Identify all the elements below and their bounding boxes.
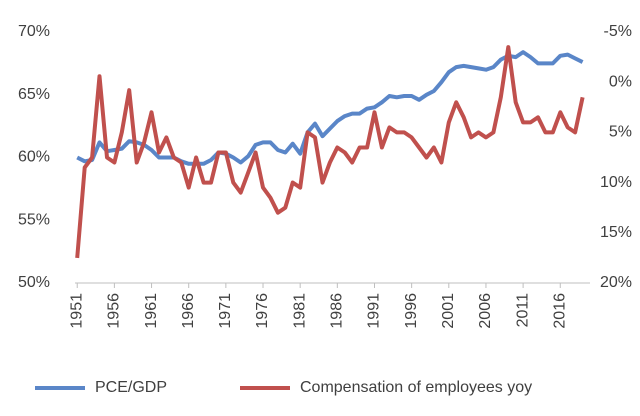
series-line — [75, 45, 585, 259]
x-tick-label: 2011 — [514, 293, 531, 328]
x-tick-label: 1986 — [329, 293, 346, 329]
y2-tick-label: 15% — [600, 224, 632, 241]
series-line — [76, 50, 584, 166]
x-tick-label: 1951 — [68, 293, 85, 329]
y2-tick-label: 5% — [609, 124, 632, 141]
x-tick-label: 2006 — [477, 293, 494, 329]
y2-tick-label: 0% — [609, 73, 632, 90]
y2-tick-label: 10% — [600, 174, 632, 191]
x-tick-label: 2001 — [440, 293, 457, 329]
x-tick-label: 1971 — [217, 293, 234, 329]
y-tick-label: 70% — [18, 23, 50, 40]
x-tick-label: 1996 — [403, 293, 420, 329]
y-tick-label: 60% — [18, 149, 50, 166]
x-tick-label: 2016 — [551, 293, 568, 329]
legend-label: PCE/GDP — [95, 379, 167, 396]
x-tick-label: 1966 — [180, 293, 197, 329]
x-tick-label: 1991 — [366, 293, 383, 329]
legend-label: Compensation of employees yoy — [300, 379, 532, 396]
x-tick-label: 1981 — [291, 293, 308, 329]
y-tick-label: 65% — [18, 86, 50, 103]
y2-tick-label: 20% — [600, 274, 632, 291]
y-tick-label: 55% — [18, 211, 50, 228]
x-tick-label: 1976 — [254, 293, 271, 329]
y2-tick-label: -5% — [604, 23, 632, 40]
x-tick-label: 1956 — [106, 293, 123, 329]
x-tick-label: 1961 — [143, 293, 160, 329]
y-tick-label: 50% — [18, 274, 50, 291]
